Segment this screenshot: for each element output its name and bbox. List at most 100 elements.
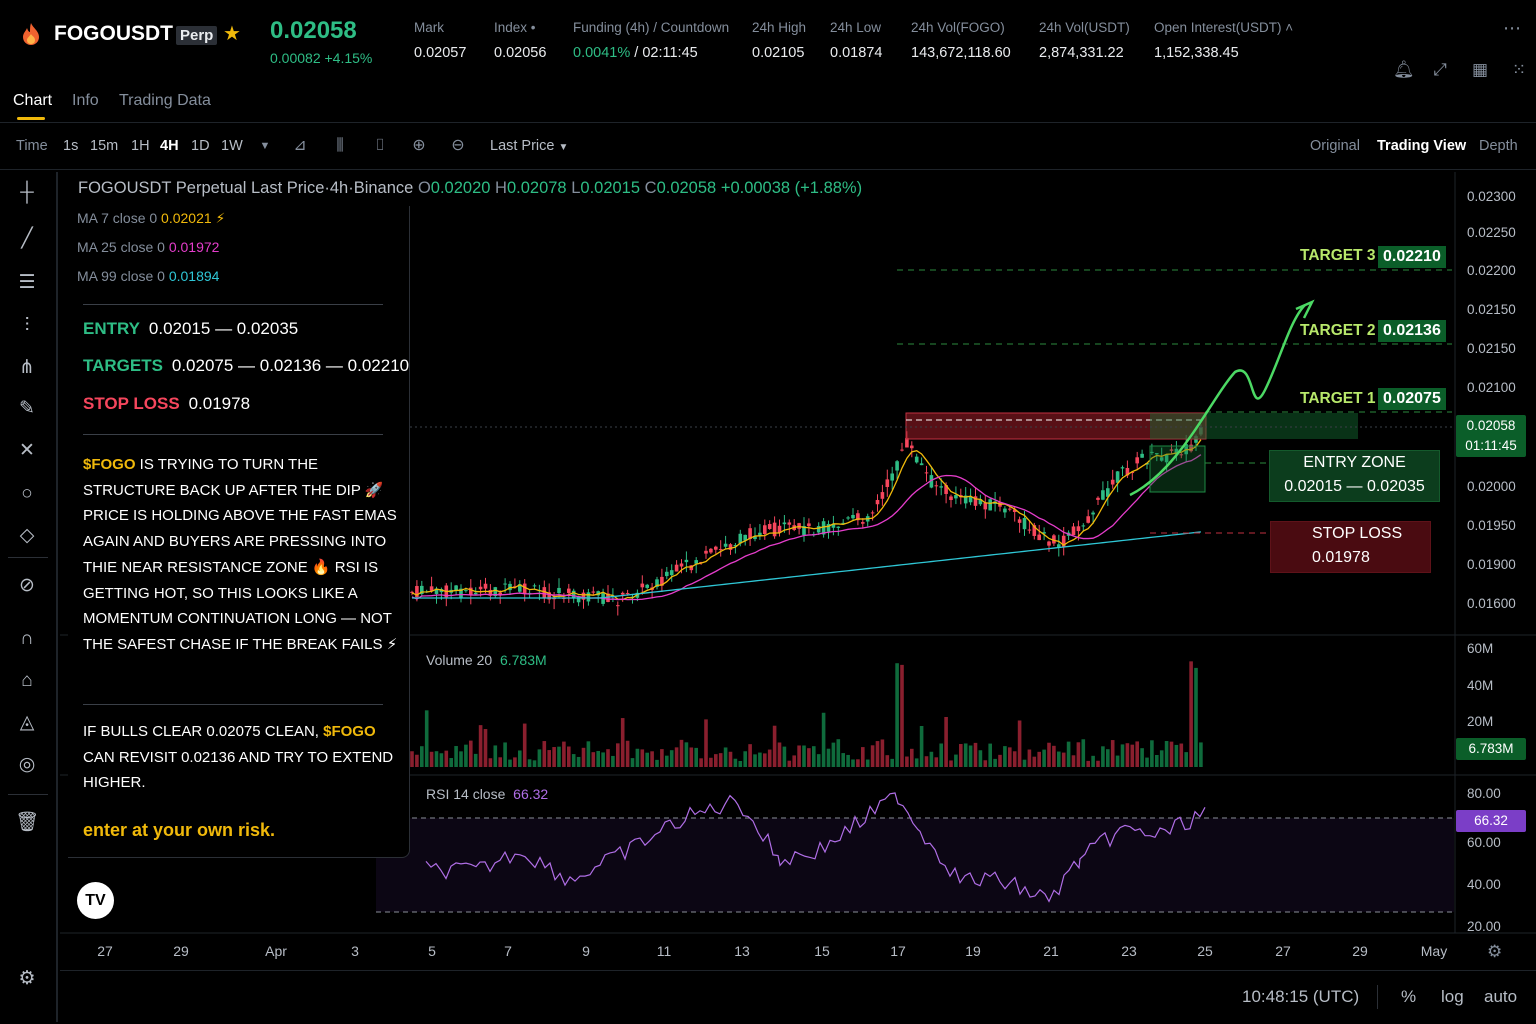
add-indicator-icon[interactable]: ⊕ [412, 137, 426, 154]
volume-bar [714, 754, 718, 767]
volume-bar [919, 725, 924, 767]
chart-settings-icon[interactable]: ⚙ [1487, 942, 1503, 961]
trash-icon[interactable]: 🗑︎ [14, 812, 40, 833]
candle [576, 596, 581, 603]
volume-bar [503, 742, 507, 767]
trendline-icon[interactable]: ╱ [21, 228, 33, 249]
eye-icon[interactable]: ◬ [19, 712, 35, 733]
volume-bar [758, 752, 762, 767]
symbol-title[interactable]: FOGOUSDT [54, 22, 173, 45]
view-original[interactable]: Original [1310, 138, 1360, 154]
cross-line-icon[interactable]: ✕ [19, 440, 35, 461]
volume-bar [763, 753, 767, 767]
volume-bar [718, 753, 723, 767]
entry-zone-box: ENTRY ZONE 0.02015 — 0.02035 [1269, 450, 1440, 502]
time-tick: 3 [351, 943, 359, 959]
stat-open-interest[interactable]: Open Interest(USDT) ˄ 1,152,338.45 [1154, 20, 1294, 61]
utc-clock[interactable]: 10:48:15 (UTC) [1242, 987, 1360, 1006]
circle-icon[interactable]: ○ [21, 483, 33, 504]
replay-icon[interactable]: ⊖ [451, 137, 465, 154]
percent-scale-toggle[interactable]: % [1401, 987, 1417, 1006]
trade-idea-panel: MA 7 close 0 0.02021 ⚡ MA 25 close 0 0.0… [68, 206, 410, 858]
stat-index[interactable]: Index • 0.02056 [494, 20, 547, 61]
volume-bar [1042, 749, 1046, 767]
measure-icon[interactable]: ⫶ [24, 315, 30, 336]
volume-bar [537, 749, 542, 767]
layout-grid-icon[interactable]: ▦ [1471, 60, 1489, 79]
time-tick: 29 [173, 943, 189, 959]
candle [772, 522, 777, 537]
volume-bar [1057, 751, 1061, 767]
stop-loss-line: STOP LOSS 0.01978 [83, 394, 251, 413]
price-chart[interactable] [60, 172, 1536, 970]
interval-dropdown-icon[interactable]: ▼ [259, 140, 271, 152]
brush-icon[interactable]: ✎ [19, 398, 35, 419]
rsi-legend[interactable]: RSI 14 close 66.32 [426, 786, 549, 802]
entry-line: ENTRY 0.02015 — 0.02035 [83, 319, 299, 338]
candle [763, 525, 767, 535]
time-tick: 13 [734, 943, 750, 959]
volume-bar [1096, 760, 1100, 767]
candle-type-icon[interactable]: ⫼ [336, 137, 344, 154]
ma7-legend[interactable]: MA 7 close 0 0.02021 ⚡ [77, 210, 226, 226]
tab-trading-data[interactable]: Trading Data [119, 92, 211, 109]
fib-icon[interactable]: ☰ [18, 272, 36, 293]
candle [1047, 541, 1051, 546]
more-icon[interactable]: ⋯ [1503, 18, 1522, 38]
tag-icon[interactable]: ◇ [19, 525, 35, 546]
interval-1h[interactable]: 1H [131, 138, 150, 154]
interval-1s[interactable]: 1s [63, 138, 79, 154]
volume-bar [1150, 740, 1154, 767]
magnet-icon[interactable]: ∩ [20, 628, 34, 649]
interval-1w[interactable]: 1W [221, 138, 243, 154]
volume-bar [1115, 755, 1120, 767]
volume-bar [1179, 743, 1184, 767]
candle [1061, 535, 1066, 548]
auto-scale-toggle[interactable]: auto [1484, 987, 1518, 1006]
volume-bar [767, 749, 772, 767]
candle [616, 605, 620, 607]
expand-icon[interactable]: ⤢ [1433, 60, 1447, 79]
volume-bar [410, 751, 414, 767]
interval-4h[interactable]: 4H [160, 138, 179, 154]
attach-icon[interactable]: ⊘ [19, 575, 35, 596]
volume-bar [620, 718, 625, 767]
ma25-legend[interactable]: MA 25 close 0 0.01972 [77, 239, 220, 255]
indicator-icon[interactable]: ⊿ [293, 137, 307, 154]
lock-icon[interactable]: ⌂ [21, 670, 33, 691]
apps-grid-icon[interactable]: ⁙ [1511, 60, 1527, 79]
candle [846, 517, 850, 519]
crosshair-icon[interactable]: ┼ [20, 182, 34, 203]
pitchfork-icon[interactable]: ⋔ [19, 357, 35, 378]
price-source-select[interactable]: Last Price ▼ [490, 138, 569, 154]
candle [1032, 525, 1037, 536]
analysis-text: $FOGO is trying to turn the structure ba… [83, 456, 398, 653]
interval-15m[interactable]: 15m [90, 138, 119, 154]
favorite-star-icon[interactable]: ★ [223, 23, 241, 45]
time-tick: 27 [97, 943, 113, 959]
interval-1d[interactable]: 1D [191, 138, 210, 154]
view-depth[interactable]: Depth [1479, 138, 1518, 154]
candle [1057, 544, 1061, 548]
tab-info[interactable]: Info [72, 92, 99, 109]
volume-legend[interactable]: Volume 20 6.783M [426, 652, 547, 668]
candle [978, 499, 983, 505]
volume-bar [1017, 720, 1022, 767]
volume-bar [459, 751, 463, 767]
ma99-legend[interactable]: MA 99 close 0 0.01894 [77, 268, 220, 284]
tab-chart[interactable]: Chart [13, 92, 53, 109]
tradingview-logo[interactable]: TV [77, 882, 114, 919]
volume-bar [454, 746, 458, 767]
camera-icon[interactable]: ⌷ [375, 137, 385, 154]
candle [939, 486, 943, 488]
view-trading-view[interactable]: Trading View [1377, 138, 1467, 154]
bell-icon[interactable]: 🔔︎ [1393, 60, 1415, 79]
volume-bar [1120, 744, 1125, 767]
drawing-settings-icon[interactable]: ⚙ [18, 968, 36, 989]
candle [704, 550, 708, 554]
hide-icon[interactable]: ◎ [18, 754, 36, 775]
candle [782, 522, 787, 525]
candle [483, 583, 488, 589]
log-scale-toggle[interactable]: log [1441, 987, 1464, 1006]
candle [802, 525, 806, 536]
